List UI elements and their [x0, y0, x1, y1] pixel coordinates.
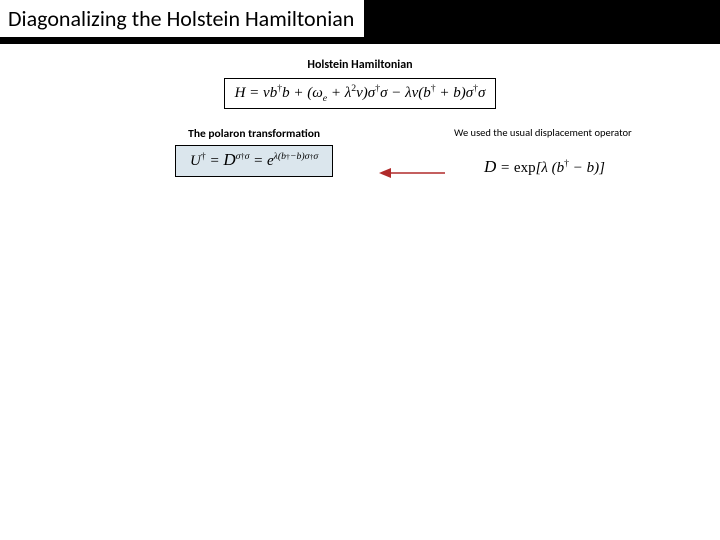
holstein-label: Holstein Hamiltonian [0, 58, 720, 72]
holstein-eq-row: H = νb†b + (ωe + λ2ν)σ†σ − λν(b† + b)σ†σ [0, 78, 720, 109]
polaron-equation: U† = Dσ†σ = eλ(b†−b)σ†σ [190, 153, 318, 169]
polaron-label: The polaron transformation [175, 127, 333, 141]
holstein-equation-box: H = νb†b + (ωe + λ2ν)σ†σ − λν(b† + b)σ†σ [224, 78, 497, 109]
arrow-icon [379, 167, 445, 179]
displacement-equation: D = exp[λ (b† − b)] [484, 157, 605, 177]
title-bar: Diagonalizing the Holstein Hamiltonian [0, 0, 720, 44]
polaron-block: The polaron transformation U† = Dσ†σ = e… [175, 127, 333, 177]
polaron-row: The polaron transformation U† = Dσ†σ = e… [0, 127, 720, 217]
holstein-equation: H = νb†b + (ωe + λ2ν)σ†σ − λν(b† + b)σ†σ [235, 85, 486, 101]
displacement-note: We used the usual displacement operator [454, 127, 684, 140]
slide-title: Diagonalizing the Holstein Hamiltonian [0, 0, 364, 37]
polaron-equation-box: U† = Dσ†σ = eλ(b†−b)σ†σ [175, 145, 333, 177]
